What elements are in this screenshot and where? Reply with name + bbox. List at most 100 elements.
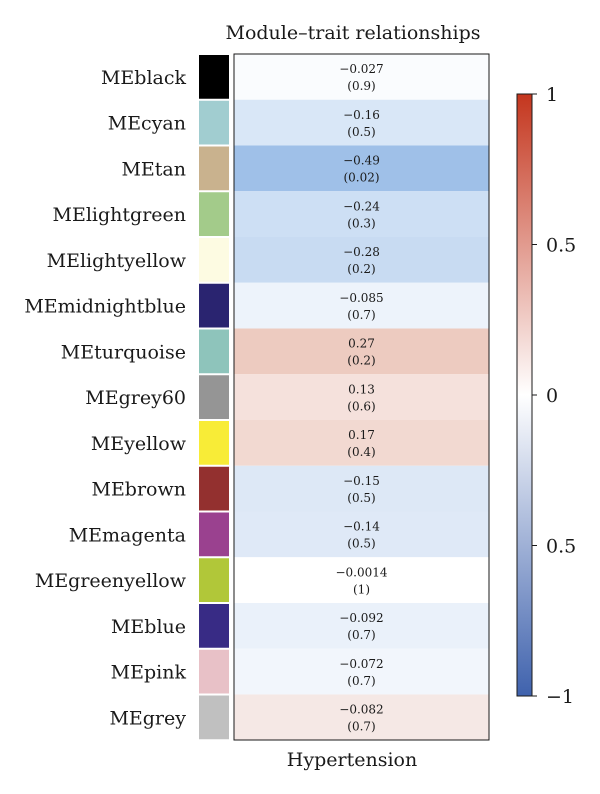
module-color-swatch bbox=[199, 55, 229, 99]
heatmap-cell bbox=[234, 648, 489, 695]
colorbar-tick-label: 0.5 bbox=[546, 235, 576, 257]
heatmap-row: MEpink −0.072 (0.7) bbox=[111, 648, 489, 695]
cell-pvalue: (0.7) bbox=[347, 308, 375, 322]
cell-correlation: −0.0014 bbox=[335, 565, 387, 579]
module-label: MEmidnightblue bbox=[24, 296, 186, 318]
module-color-swatch bbox=[199, 558, 229, 602]
heatmap-cell bbox=[234, 557, 489, 603]
heatmap-cell bbox=[234, 282, 489, 329]
heatmap-row: MEgrey60 0.13 (0.6) bbox=[85, 374, 489, 420]
module-label: MEgrey60 bbox=[85, 387, 186, 409]
cell-pvalue: (0.5) bbox=[347, 537, 375, 551]
cell-correlation: −0.16 bbox=[343, 108, 380, 122]
module-label: MEyellow bbox=[91, 433, 187, 455]
heatmap-row: MEturquoise 0.27 (0.2) bbox=[61, 328, 489, 375]
cell-correlation: −0.082 bbox=[339, 703, 383, 717]
module-color-swatch bbox=[199, 192, 229, 236]
module-color-swatch bbox=[199, 649, 229, 694]
colorbar-ticks: 1 0.5 0 0.5 −1 bbox=[532, 84, 576, 708]
heatmap-row: MElightyellow −0.28 (0.2) bbox=[47, 237, 489, 283]
cell-correlation: 0.27 bbox=[348, 337, 375, 351]
module-color-swatch bbox=[199, 375, 229, 419]
module-label: MElightgreen bbox=[53, 204, 186, 226]
heatmap-cell bbox=[234, 99, 489, 146]
cell-correlation: −0.49 bbox=[343, 154, 380, 168]
heatmap-cell bbox=[234, 374, 489, 420]
cell-correlation: −0.15 bbox=[343, 474, 380, 488]
cell-pvalue: (0.9) bbox=[347, 79, 375, 93]
module-color-swatch bbox=[199, 283, 229, 328]
module-label: MEblack bbox=[101, 67, 187, 89]
module-color-swatch bbox=[199, 512, 229, 557]
heatmap-cell bbox=[234, 603, 489, 649]
cell-correlation: −0.28 bbox=[343, 245, 380, 259]
x-axis-label: Hypertension bbox=[287, 749, 417, 771]
heatmap-row: MEtan −0.49 (0.02) bbox=[121, 145, 489, 192]
chart-title: Module–trait relationships bbox=[225, 22, 480, 44]
heatmap-cell bbox=[234, 511, 489, 558]
cell-pvalue: (0.6) bbox=[347, 399, 375, 413]
cell-pvalue: (0.5) bbox=[347, 125, 375, 139]
cell-pvalue: (1) bbox=[353, 582, 370, 596]
module-label: MEtan bbox=[121, 158, 186, 180]
module-label: MElightyellow bbox=[47, 250, 187, 272]
module-color-swatch bbox=[199, 238, 229, 282]
cell-pvalue: (0.7) bbox=[347, 674, 375, 688]
cell-pvalue: (0.2) bbox=[347, 262, 375, 276]
module-color-swatch bbox=[199, 146, 229, 191]
cell-correlation: 0.17 bbox=[348, 428, 375, 442]
cell-correlation: −0.085 bbox=[339, 291, 383, 305]
heatmap-cell bbox=[234, 191, 489, 237]
heatmap-frame bbox=[233, 53, 490, 741]
cell-pvalue: (0.7) bbox=[347, 628, 375, 642]
cell-correlation: 0.13 bbox=[348, 382, 375, 396]
heatmap-cell bbox=[234, 420, 489, 466]
cell-pvalue: (0.7) bbox=[347, 720, 375, 734]
colorbar-tick-label: 0 bbox=[546, 385, 558, 407]
module-label: MEpink bbox=[111, 662, 187, 684]
heatmap-rows: MEblack −0.027 (0.9) MEcyan −0.16 (0.5) MEtan −… bbox=[24, 54, 489, 741]
colorbar-gradient bbox=[516, 93, 533, 697]
colorbar: 1 0.5 0 0.5 −1 bbox=[516, 84, 576, 708]
heatmap-row: MEgrey −0.082 (0.7) bbox=[109, 694, 489, 741]
heatmap-row: MEblack −0.027 (0.9) bbox=[101, 54, 489, 100]
heatmap-row: MEyellow 0.17 (0.4) bbox=[91, 420, 489, 466]
module-label: MEcyan bbox=[108, 113, 186, 135]
module-color-swatch bbox=[199, 466, 229, 511]
cell-correlation: −0.072 bbox=[339, 657, 383, 671]
heatmap-cell bbox=[234, 328, 489, 375]
colorbar-tick-label: −1 bbox=[546, 686, 574, 708]
heatmap-cell bbox=[234, 54, 489, 100]
heatmap-cell bbox=[234, 465, 489, 512]
module-label: MEturquoise bbox=[61, 341, 186, 363]
heatmap-row: MEblue −0.092 (0.7) bbox=[111, 603, 489, 649]
module-label: MEgreenyellow bbox=[35, 570, 187, 592]
heatmap-row: MEgreenyellow −0.0014 (1) bbox=[35, 557, 489, 603]
cell-pvalue: (0.2) bbox=[347, 354, 375, 368]
module-label: MEbrown bbox=[91, 479, 186, 501]
heatmap-row: MEmidnightblue −0.085 (0.7) bbox=[24, 282, 489, 329]
module-color-swatch bbox=[199, 329, 229, 374]
heatmap-row: MEmagenta −0.14 (0.5) bbox=[69, 511, 489, 558]
cell-pvalue: (0.5) bbox=[347, 491, 375, 505]
module-label: MEgrey bbox=[109, 707, 186, 729]
module-color-swatch bbox=[199, 604, 229, 648]
cell-correlation: −0.24 bbox=[343, 199, 380, 213]
module-label: MEmagenta bbox=[69, 524, 186, 546]
module-color-swatch bbox=[199, 100, 229, 145]
heatmap-row: MElightgreen −0.24 (0.3) bbox=[53, 191, 489, 237]
heatmap-cell bbox=[234, 694, 489, 741]
colorbar-tick-label: 1 bbox=[546, 84, 558, 106]
cell-correlation: −0.092 bbox=[339, 611, 383, 625]
heatmap-row: MEbrown −0.15 (0.5) bbox=[91, 465, 489, 512]
module-label: MEblue bbox=[111, 616, 186, 638]
cell-pvalue: (0.02) bbox=[343, 171, 379, 185]
colorbar-tick-label: 0.5 bbox=[546, 536, 576, 558]
heatmap-row: MEcyan −0.16 (0.5) bbox=[108, 99, 489, 146]
cell-correlation: −0.14 bbox=[343, 520, 380, 534]
cell-correlation: −0.027 bbox=[339, 62, 383, 76]
module-color-swatch bbox=[199, 421, 229, 465]
module-color-swatch bbox=[199, 695, 229, 740]
heatmap-cell bbox=[234, 237, 489, 283]
